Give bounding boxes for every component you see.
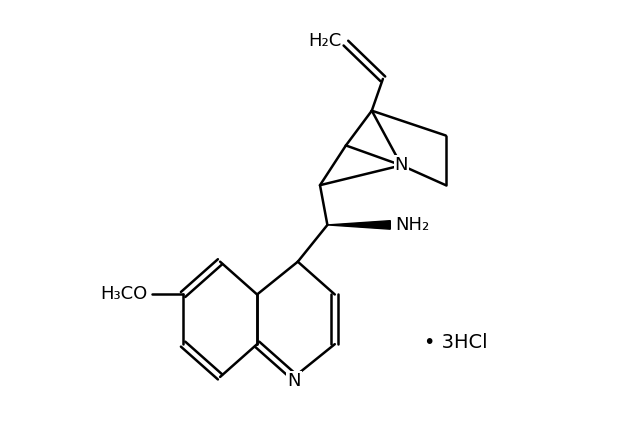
Text: N: N [395, 156, 408, 174]
Text: H₂C: H₂C [308, 32, 341, 50]
Text: H₃CO: H₃CO [100, 285, 148, 303]
Text: N: N [287, 372, 301, 390]
Text: • 3HCl: • 3HCl [424, 333, 488, 352]
Text: NH₂: NH₂ [395, 216, 429, 234]
Polygon shape [328, 221, 390, 229]
